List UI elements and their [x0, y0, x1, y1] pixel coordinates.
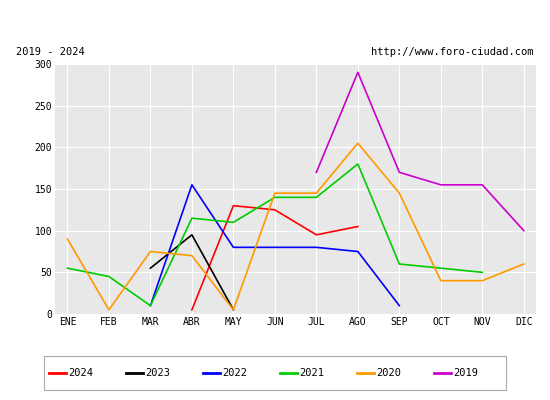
Text: 2021: 2021: [299, 368, 324, 378]
Text: 2019 - 2024: 2019 - 2024: [16, 47, 85, 57]
Text: 2022: 2022: [222, 368, 247, 378]
Text: 2023: 2023: [145, 368, 170, 378]
Text: 2019: 2019: [453, 368, 478, 378]
FancyBboxPatch shape: [44, 356, 506, 390]
Text: http://www.foro-ciudad.com: http://www.foro-ciudad.com: [371, 47, 534, 57]
Text: Evolucion Nº Turistas Nacionales en el municipio de Fulleda: Evolucion Nº Turistas Nacionales en el m…: [77, 14, 473, 28]
Text: 2020: 2020: [376, 368, 401, 378]
Text: 2024: 2024: [68, 368, 93, 378]
